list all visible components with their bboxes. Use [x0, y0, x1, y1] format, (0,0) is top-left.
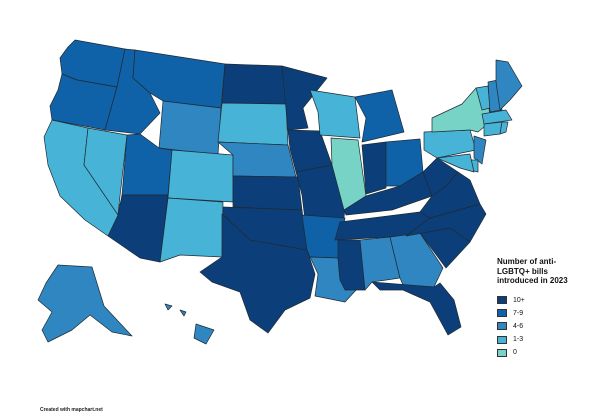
credit-text: Created with mapchart.net: [40, 407, 103, 413]
legend-title: Number of anti-LGBTQ+ bills introduced i…: [497, 257, 568, 285]
state-fl: [371, 281, 462, 336]
legend-swatch: [497, 322, 507, 331]
legend-label: 7-9: [513, 309, 524, 317]
legend-item: 0: [497, 347, 587, 358]
state-mi: [354, 89, 405, 143]
state-nv: [83, 127, 128, 216]
legend-swatch: [497, 296, 507, 304]
legend-label: 10+: [513, 296, 525, 304]
legend-item: 1-3: [497, 334, 587, 345]
state-nd: [221, 63, 287, 105]
legend: Number of anti-LGBTQ+ bills introduced i…: [497, 257, 587, 360]
state-ri: [499, 121, 509, 135]
state-pa: [423, 129, 477, 159]
legend-label: 4-6: [513, 322, 524, 330]
legend-swatch: [497, 335, 507, 344]
state-hi: [164, 303, 215, 345]
legend-item: 7-9: [497, 308, 587, 319]
state-sd: [217, 102, 289, 146]
state-ct: [483, 121, 503, 137]
legend-label: 1-3: [513, 336, 524, 344]
state-al: [359, 236, 401, 291]
state-ks: [232, 175, 303, 211]
legend-swatch: [497, 309, 507, 318]
state-me: [495, 59, 523, 111]
legend-item: 4-6: [497, 321, 587, 332]
state-ak: [37, 264, 133, 343]
state-nj: [473, 135, 487, 165]
state-wi: [309, 89, 361, 139]
state-ia: [287, 129, 333, 173]
state-ma: [481, 109, 513, 125]
state-in: [361, 141, 387, 195]
legend-label: 0: [513, 349, 517, 357]
state-wy: [158, 100, 222, 156]
state-mn: [281, 65, 328, 131]
legend-swatch: [497, 348, 507, 357]
state-md: [436, 153, 475, 173]
state-nm: [159, 197, 224, 263]
legend-item: 10+: [497, 295, 587, 306]
state-co: [167, 149, 234, 203]
